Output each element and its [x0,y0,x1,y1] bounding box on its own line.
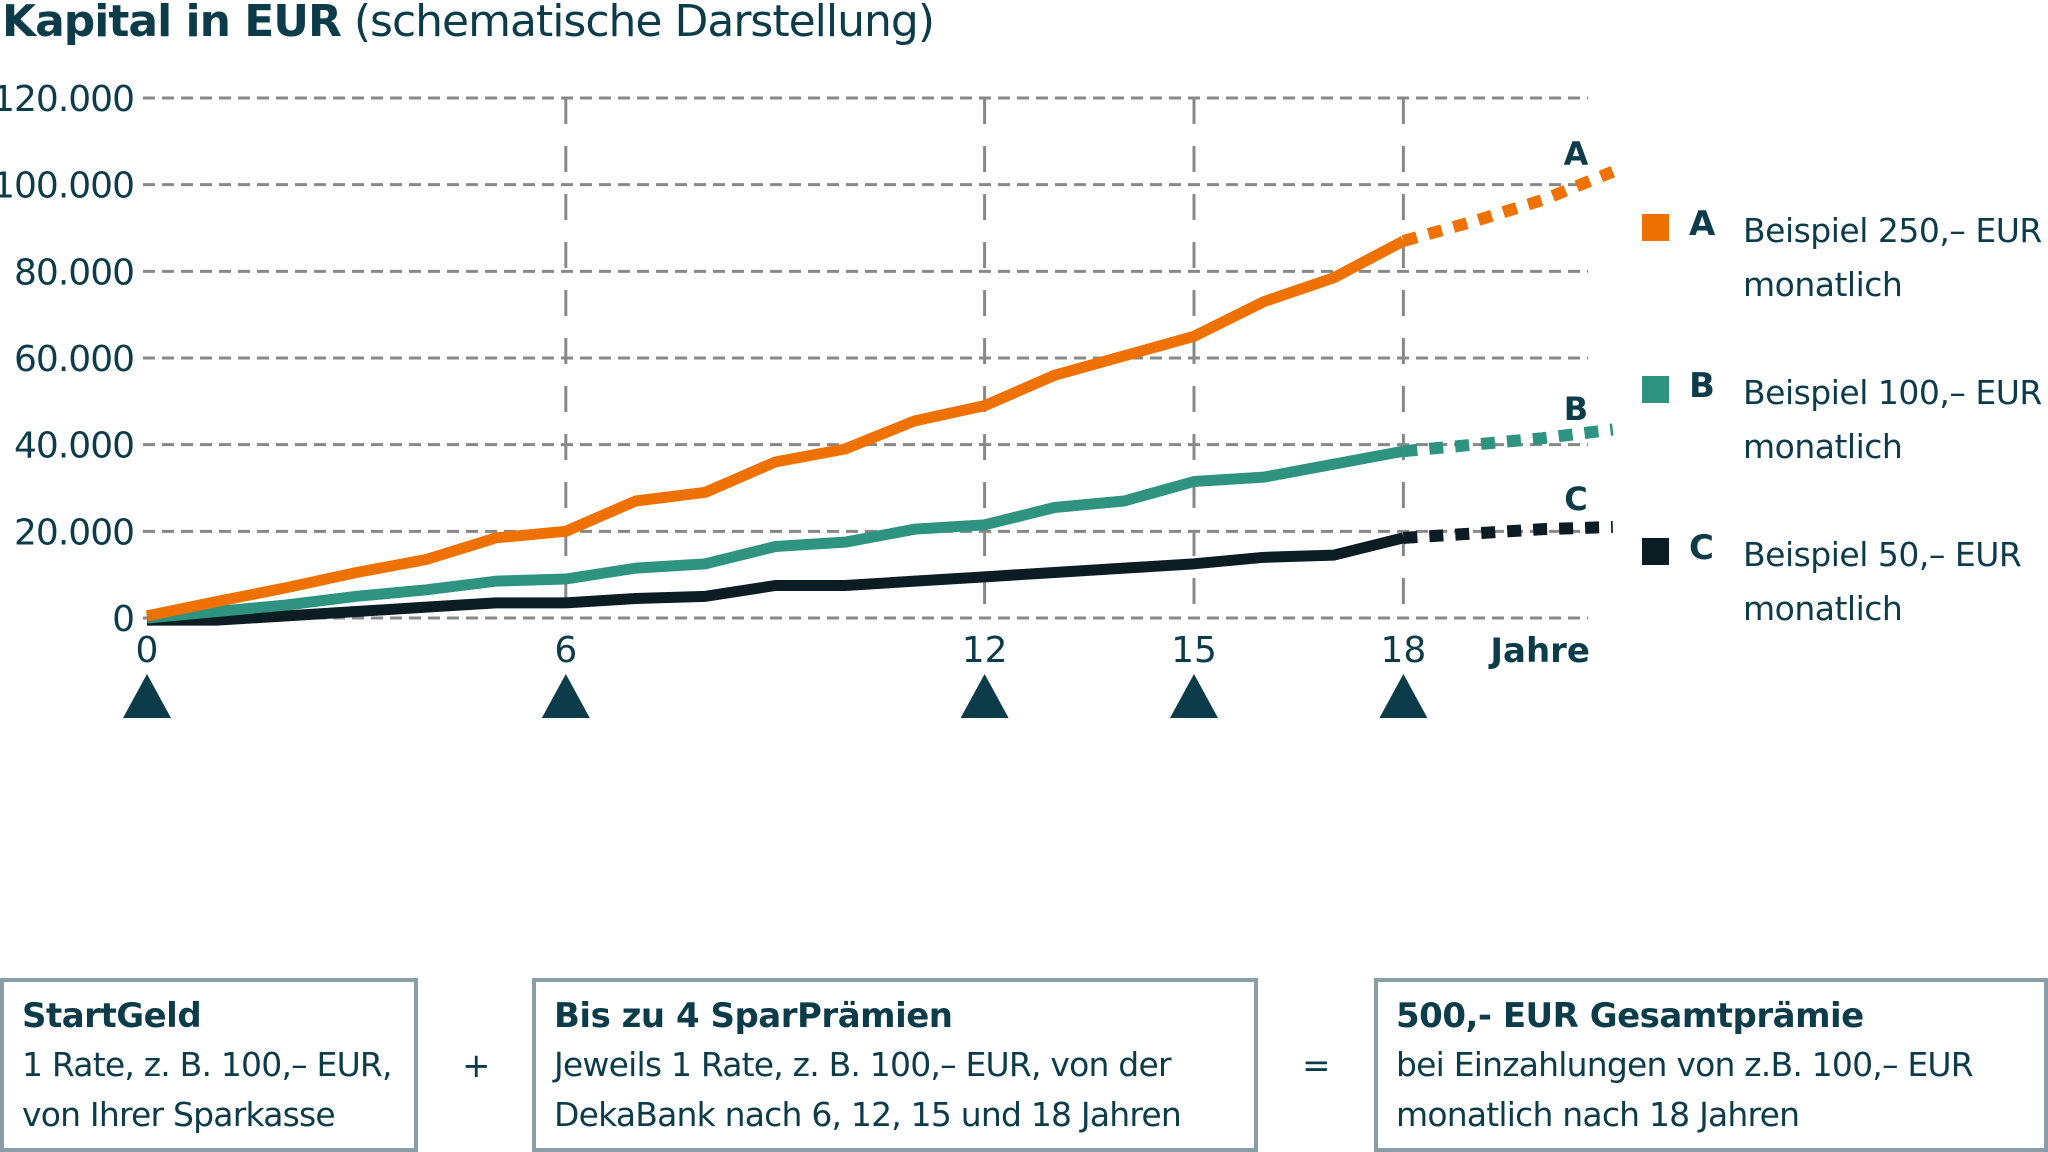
premium-marker-triangle-icon [1379,674,1428,718]
series-end-label: B [1564,390,1588,428]
legend-swatch-a-icon [1642,214,1669,241]
chart-title-bold: Kapital in EUR [2,0,342,47]
chart-title: Kapital in EUR (schematische Darstellung… [2,0,935,47]
y-tick-label: 20.000 [14,512,134,553]
premium-marker-triangle-icon [123,674,171,718]
series-projection-a [1401,166,1616,247]
premium-marker-triangle-icon [1170,674,1218,718]
x-tick-label: 12 [962,630,1008,671]
legend-text: Beispiel 100,– EUR monatlich [1743,373,2042,466]
legend-letter: C [1689,528,1714,568]
legend-text: Beispiel 50,– EUR monatlich [1743,535,2022,628]
box-title: StartGeld [22,996,202,1036]
legend-swatch-b-icon [1642,376,1669,403]
plus-operator: + [462,1046,491,1086]
legend-letter: B [1689,366,1715,406]
legend-swatch-c-icon [1642,538,1669,565]
series-end-label: C [1564,480,1587,518]
series-end-label: A [1564,135,1589,173]
box-title: Bis zu 4 SparPrämien [554,996,953,1036]
y-tick-label: 80.000 [14,252,134,293]
x-tick-label: 15 [1171,630,1217,671]
box-line: 1 Rate, z. B. 100,– EUR, [22,1045,393,1084]
box-line: DekaBank nach 6, 12, 15 und 18 Jahren [554,1095,1182,1134]
legend-text: Beispiel 250,– EUR monatlich [1743,211,2042,304]
y-tick-label: 100.000 [0,166,134,207]
chart-title-subtitle: (schematische Darstellung) [353,0,935,47]
series-line-b [146,445,1405,624]
y-tick-label: 60.000 [14,339,134,380]
legend-letter: A [1689,204,1716,244]
x-tick-label: 6 [554,630,577,671]
box-title: 500,- EUR Gesamtprämie [1396,996,1864,1036]
x-tick-label: 18 [1380,630,1426,671]
premium-marker-triangle-icon [960,674,1009,718]
gesamtpraemie-box: 500,- EUR Gesamtprämie bei Einzahlungen … [1374,978,2048,1152]
equals-operator: = [1302,1046,1331,1086]
premium-marker-triangle-icon [541,674,590,718]
x-axis-label: Jahre [1488,631,1590,671]
box-line: monatlich nach 18 Jahren [1396,1095,1800,1134]
y-tick-label: 120.000 [0,79,134,120]
series-projection-b [1402,423,1614,458]
box-line: bei Einzahlungen von z.B. 100,– EUR [1396,1045,1974,1084]
x-tick-label: 0 [136,630,159,671]
series-line-c [147,532,1405,626]
startgeld-box: StartGeld 1 Rate, z. B. 100,– EUR, von I… [0,978,418,1152]
box-line: von Ihrer Sparkasse [22,1095,336,1134]
series-line-a [145,236,1406,622]
y-tick-label: 0 [112,599,134,640]
box-line: Jeweils 1 Rate, z. B. 100,– EUR, von der [554,1045,1172,1084]
sparpraemien-box: Bis zu 4 SparPrämien Jeweils 1 Rate, z. … [532,978,1258,1152]
y-tick-label: 40.000 [14,426,134,467]
line-chart: 0 20.000 40.000 60.000 80.000 100.000 120.000 0… [0,79,1616,718]
series-projection-c [1403,521,1613,544]
